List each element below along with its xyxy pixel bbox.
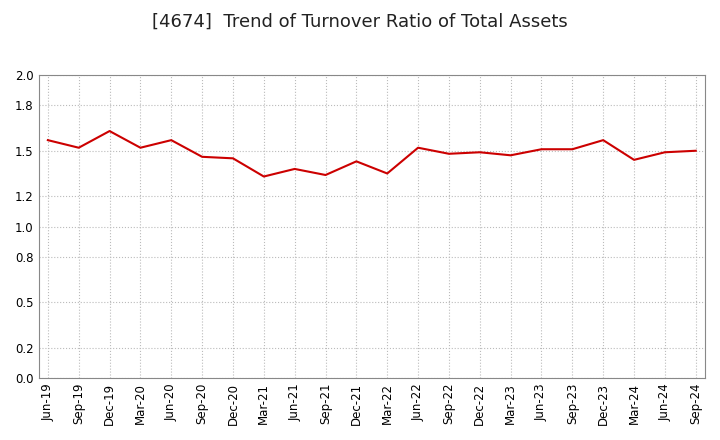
Text: [4674]  Trend of Turnover Ratio of Total Assets: [4674] Trend of Turnover Ratio of Total … bbox=[152, 13, 568, 31]
